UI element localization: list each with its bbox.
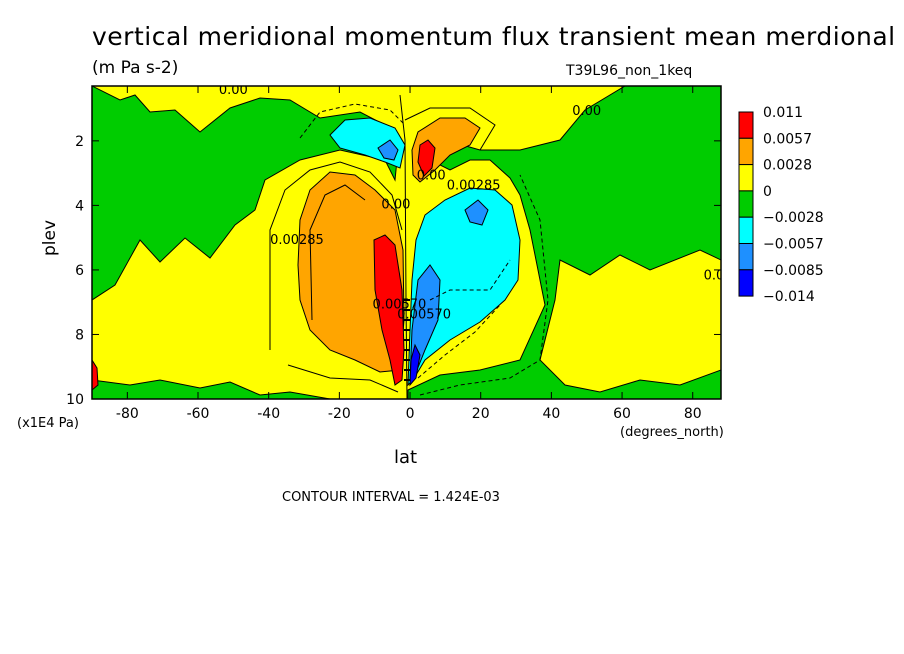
legend-swatch — [738, 269, 754, 297]
contour-interval-note: CONTOUR INTERVAL = 1.424E-03 — [282, 490, 500, 505]
y-tick-label: 6 — [75, 263, 84, 279]
contour-label: 0.00 — [417, 169, 446, 184]
run-label: T39L96_non_1keq — [566, 63, 693, 79]
legend-swatch — [738, 137, 754, 166]
chart-title: vertical meridional momentum flux transi… — [92, 22, 896, 51]
field-band-orange-south — [297, 171, 405, 373]
field-band-red-south — [373, 234, 405, 386]
field-band-green-south — [92, 86, 399, 301]
equatorial-contour-bundle — [404, 299, 410, 381]
y-axis-ticks: 2 4 6 8 10 — [66, 134, 721, 408]
x-tick-label: -60 — [187, 406, 210, 422]
x-tick-label: 0 — [406, 406, 415, 422]
x-tick-label: -20 — [328, 406, 351, 422]
field-band-blue-upper — [377, 139, 399, 161]
contour-line-dashed — [417, 304, 501, 379]
legend-level-label: −0.0057 — [763, 237, 824, 253]
contour-label: 0.00 — [219, 83, 248, 98]
legend-level-label: −0.0085 — [763, 263, 824, 279]
legend-level-label: −0.0028 — [763, 210, 824, 226]
legend-level-label: 0 — [763, 184, 772, 200]
x-axis-ticks: -80 -60 -40 -20 0 20 40 60 80 — [116, 86, 702, 422]
legend-level-label: 0.011 — [763, 105, 803, 121]
legend-level-label: 0.0028 — [763, 158, 812, 174]
x-axis-unit: (degrees_north) — [620, 425, 724, 440]
legend-swatch — [738, 216, 754, 244]
legend-swatch — [738, 111, 754, 139]
y-tick-label: 8 — [75, 327, 84, 343]
x-tick-label: 60 — [613, 406, 631, 422]
contour-label: 0.00570 — [373, 298, 427, 313]
contour-label: 0.00 — [572, 104, 601, 119]
contour-line — [287, 364, 399, 393]
legend-swatch — [738, 164, 754, 192]
legend-level-label: 0.0057 — [763, 131, 812, 147]
contour-label: 0.00285 — [447, 178, 501, 193]
contour-labels: 0.000.000.002850.000.000.002850.005700.0… — [219, 83, 725, 322]
units-label: (m Pa s-2) — [92, 58, 179, 78]
contour-line-dashed — [299, 103, 406, 139]
field-band-red-north — [417, 139, 436, 177]
contour-line — [404, 107, 496, 151]
contour-line — [309, 184, 366, 321]
y-tick-label: 10 — [66, 392, 84, 408]
contour-label: 0.00285 — [270, 233, 324, 248]
contour-line-dashed — [419, 174, 549, 396]
field-band-green-north — [407, 86, 721, 399]
contour-label: 0.0 — [704, 269, 725, 284]
legend-swatch — [738, 190, 754, 218]
y-tick-label: 2 — [75, 134, 84, 150]
x-axis-label: lat — [394, 447, 418, 468]
x-tick-label: 40 — [542, 406, 560, 422]
contour-line — [269, 161, 403, 350]
field-band-blue-north-small — [464, 199, 489, 226]
contour-label: 0.00570 — [397, 307, 451, 322]
field-band-darkblue-north — [409, 343, 421, 387]
y-axis-unit: (x1E4 Pa) — [17, 416, 79, 431]
x-tick-label: 20 — [472, 406, 490, 422]
legend-level-label: −0.014 — [763, 289, 815, 305]
x-tick-label: -80 — [116, 406, 139, 422]
contour-label: 0.00 — [381, 198, 410, 213]
filled-contours: 0.000.000.002850.000.000.002850.005700.0… — [92, 83, 725, 399]
field-band-red-edge — [92, 359, 99, 391]
y-tick-label: 4 — [75, 198, 84, 214]
legend-swatch — [738, 243, 754, 271]
color-legend: 0.011 0.0057 0.0028 0 −0.0028 −0.0057 −0.0085 −… — [738, 105, 824, 305]
x-tick-label: -40 — [257, 406, 280, 422]
field-band-cyan-north — [407, 187, 521, 387]
x-tick-label: 80 — [684, 406, 702, 422]
field-band-green-lowsouth — [92, 379, 331, 399]
contour-line-dashed — [429, 259, 511, 301]
plot-frame — [91, 85, 722, 400]
negative-contour-lines — [299, 103, 549, 396]
